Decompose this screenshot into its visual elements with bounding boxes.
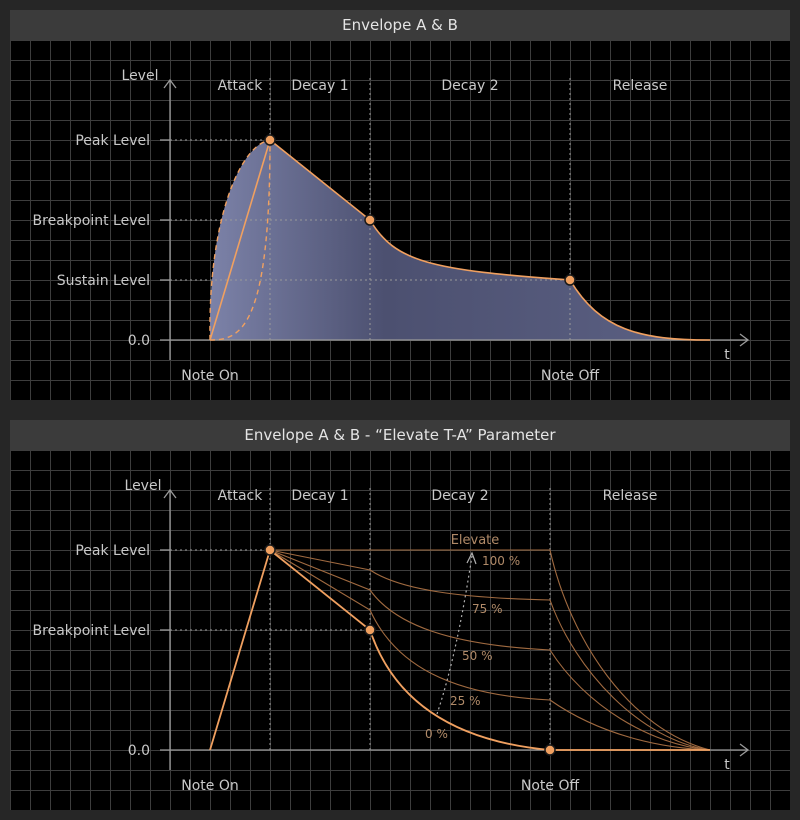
note-on-label: Note On <box>181 368 238 384</box>
elevate-step-100: 100 % <box>482 554 520 568</box>
elevate-arrow <box>436 555 473 715</box>
elevate-label: Elevate <box>451 533 500 548</box>
elevate-step-50: 50 % <box>462 649 493 663</box>
phase-guides <box>269 78 571 340</box>
x-axis-label: t <box>724 347 730 363</box>
y-axis-label: Level <box>122 68 159 84</box>
note-off-label: Note Off <box>541 368 600 384</box>
phase-label-attack: Attack <box>218 488 264 504</box>
decay-release-curve <box>269 139 711 341</box>
zero-level-label: 0.0 <box>128 333 150 349</box>
x-axis-label: t <box>724 757 730 773</box>
zero-level-label: 0.0 <box>128 743 150 759</box>
level-guides <box>160 549 370 631</box>
phase-label-decay1: Decay 1 <box>291 78 348 94</box>
elevate-step-0: 0 % <box>425 727 448 741</box>
phase-label-release: Release <box>603 488 658 504</box>
peak-point <box>264 134 276 146</box>
axes <box>160 78 750 360</box>
attack-curve-convex <box>209 139 271 341</box>
phase-label-release: Release <box>613 78 668 94</box>
envelope-curve <box>209 548 710 751</box>
peak-level-label: Peak Level <box>75 543 150 559</box>
attack-line <box>209 139 271 341</box>
elevate-step-75: 75 % <box>472 602 503 616</box>
breakpoint-point <box>364 624 376 636</box>
level-guides <box>160 139 570 281</box>
peak-point <box>264 544 276 556</box>
phase-label-decay1: Decay 1 <box>291 488 348 504</box>
envelope-area <box>209 140 710 340</box>
elevate-curve-50 <box>269 549 711 751</box>
elevate-curve-25 <box>269 549 711 751</box>
axes <box>160 488 750 770</box>
sustain-point <box>564 274 576 286</box>
elevate-curve-100 <box>270 549 711 751</box>
elevate-curves <box>269 549 711 751</box>
breakpoint-level-label: Breakpoint Level <box>33 213 150 229</box>
peak-level-label: Peak Level <box>75 133 150 149</box>
breakpoint-level-label: Breakpoint Level <box>33 623 150 639</box>
phase-label-decay2: Decay 2 <box>441 78 498 94</box>
sustain-level-label: Sustain Level <box>57 273 150 289</box>
top-diagram: Level Attack Decay 1 Decay 2 Release Pea… <box>33 68 750 384</box>
elevate-step-25: 25 % <box>450 694 481 708</box>
y-axis-label: Level <box>125 478 162 494</box>
envelope-panel-top: Envelope A & B <box>10 10 790 400</box>
panel-title: Envelope A & B - “Elevate T-A” Parameter <box>10 420 790 450</box>
phase-guides <box>269 488 551 750</box>
note-off-point <box>544 744 556 756</box>
note-on-label: Note On <box>181 778 238 794</box>
breakpoint-point <box>364 214 376 226</box>
phase-label-attack: Attack <box>218 78 264 94</box>
elevate-arrowhead <box>466 551 477 565</box>
phase-label-decay2: Decay 2 <box>431 488 488 504</box>
bottom-diagram: Level Attack Decay 1 Decay 2 Release Pea… <box>33 478 750 794</box>
attack-curve-concave <box>209 139 271 341</box>
elevate-curve-75 <box>269 549 711 751</box>
note-off-label: Note Off <box>521 778 580 794</box>
panel-title: Envelope A & B <box>10 10 790 40</box>
